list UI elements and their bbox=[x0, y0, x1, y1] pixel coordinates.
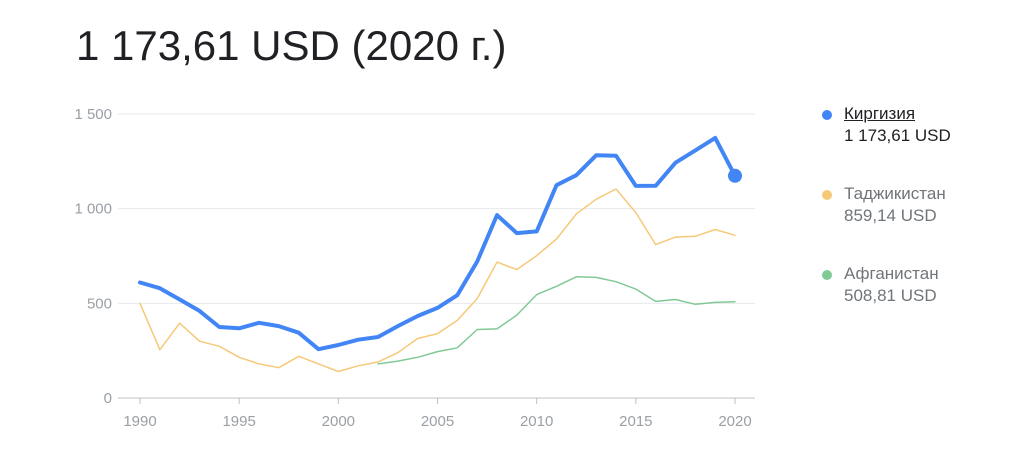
legend-series-name[interactable]: Афганистан bbox=[844, 264, 939, 283]
legend-item-kyrgyzstan[interactable]: Киргизия 1 173,61 USD bbox=[822, 103, 1022, 147]
series-line-0[interactable] bbox=[138, 135, 737, 352]
legend-series-value: 1 173,61 USD bbox=[844, 126, 951, 145]
legend-series-value: 859,14 USD bbox=[844, 206, 937, 225]
legend-item-afghanistan[interactable]: Афганистан 508,81 USD bbox=[822, 263, 1022, 307]
y-tick-label: 1 000 bbox=[74, 201, 112, 218]
highlighted-point[interactable] bbox=[728, 168, 742, 183]
legend-dot-icon bbox=[822, 110, 832, 120]
x-tick-label: 1995 bbox=[222, 413, 255, 430]
chart-grid bbox=[118, 113, 755, 399]
y-tick-label: 0 bbox=[104, 390, 112, 407]
legend-series-name[interactable]: Таджикистан bbox=[844, 184, 946, 203]
x-tick-label: 2010 bbox=[520, 413, 553, 430]
x-tick-label: 2005 bbox=[421, 413, 454, 430]
series-line-2[interactable] bbox=[377, 276, 736, 365]
legend-item-tajikistan[interactable]: Таджикистан 859,14 USD bbox=[822, 183, 1022, 227]
series-line-1[interactable] bbox=[139, 188, 736, 373]
chart-legend: Киргизия 1 173,61 USD Таджикистан 859,14… bbox=[822, 103, 1022, 343]
legend-dot-icon bbox=[822, 270, 832, 280]
line-chart[interactable]: 0 500 1 000 1 500 1990 1995 2000 2005 2010 2015 2… bbox=[0, 0, 800, 451]
headline-value: 1 173,61 USD (2020 г.) bbox=[76, 22, 507, 69]
y-tick-label: 500 bbox=[87, 295, 112, 312]
chart-series bbox=[138, 135, 742, 373]
y-axis-ticks: 0 500 1 000 1 500 bbox=[74, 106, 112, 407]
x-tick-label: 2015 bbox=[619, 413, 652, 430]
legend-series-name[interactable]: Киргизия bbox=[844, 104, 916, 123]
x-tick-label: 2020 bbox=[718, 413, 751, 430]
x-tick-label: 1990 bbox=[123, 413, 156, 430]
x-axis-ticks: 1990 1995 2000 2005 2010 2015 2020 bbox=[123, 398, 752, 430]
legend-series-value: 508,81 USD bbox=[844, 286, 937, 305]
y-tick-label: 1 500 bbox=[74, 106, 112, 123]
legend-dot-icon bbox=[822, 190, 832, 200]
x-tick-label: 2000 bbox=[322, 413, 355, 430]
